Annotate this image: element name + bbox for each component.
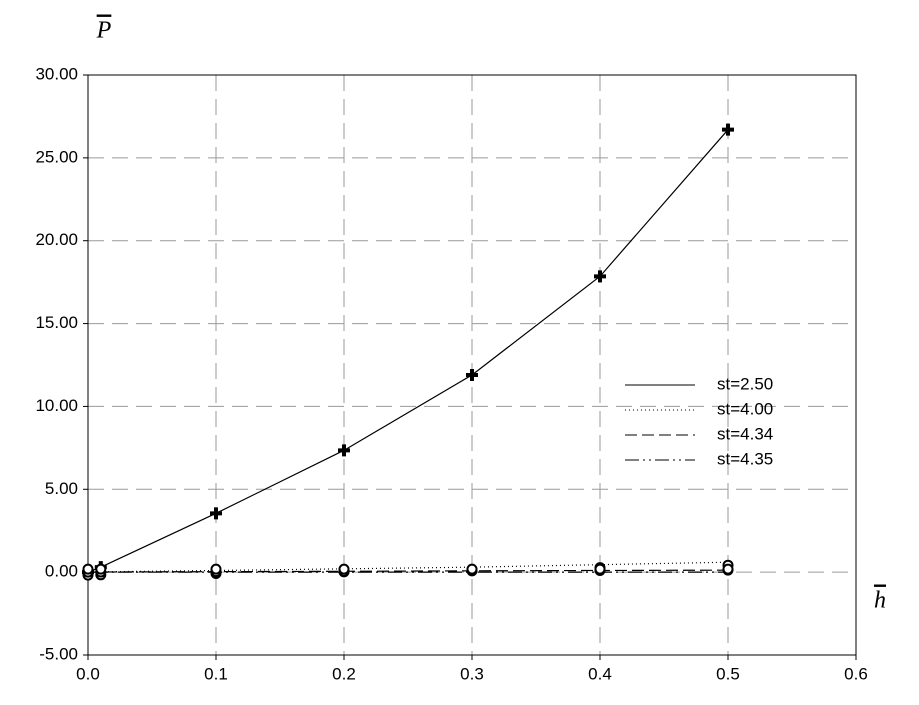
y-axis-title: P: [96, 18, 112, 44]
legend-label: st=4.34: [717, 424, 773, 443]
legend-label: st=2.50: [717, 374, 773, 393]
y-tick-label: 10.00: [35, 396, 78, 415]
marker: [338, 444, 350, 456]
y-tick-label: 20.00: [35, 230, 78, 249]
y-tick-label: 30.00: [35, 64, 78, 83]
x-tick-label: 0.0: [76, 664, 100, 683]
x-tick-label: 0.5: [716, 664, 740, 683]
marker: [84, 565, 93, 574]
marker: [212, 565, 221, 574]
x-tick-label: 0.1: [204, 664, 228, 683]
y-tick-label: 5.00: [45, 479, 78, 498]
marker: [596, 565, 605, 574]
marker: [466, 369, 478, 381]
x-tick-label: 0.6: [844, 664, 868, 683]
chart: P h -5.00 0.00 5.00 10.00 15.00 20.00 25.00 30.…: [0, 0, 919, 700]
marker: [468, 565, 477, 574]
y-tick-label: 0.00: [45, 562, 78, 581]
x-tick-label: 0.2: [332, 664, 356, 683]
y-tick-label: -5.00: [39, 644, 78, 663]
x-tick-label: 0.4: [588, 664, 612, 683]
marker: [724, 565, 733, 574]
marker: [340, 565, 349, 574]
series-line: [88, 130, 728, 572]
marker: [96, 565, 105, 574]
y-tick-label: 25.00: [35, 147, 78, 166]
legend-label: st=4.00: [717, 399, 773, 418]
x-axis-title: h: [874, 588, 886, 614]
y-tick-label: 15.00: [35, 313, 78, 332]
marker: [210, 507, 222, 519]
legend-label: st=4.35: [717, 449, 773, 468]
x-tick-label: 0.3: [460, 664, 484, 683]
